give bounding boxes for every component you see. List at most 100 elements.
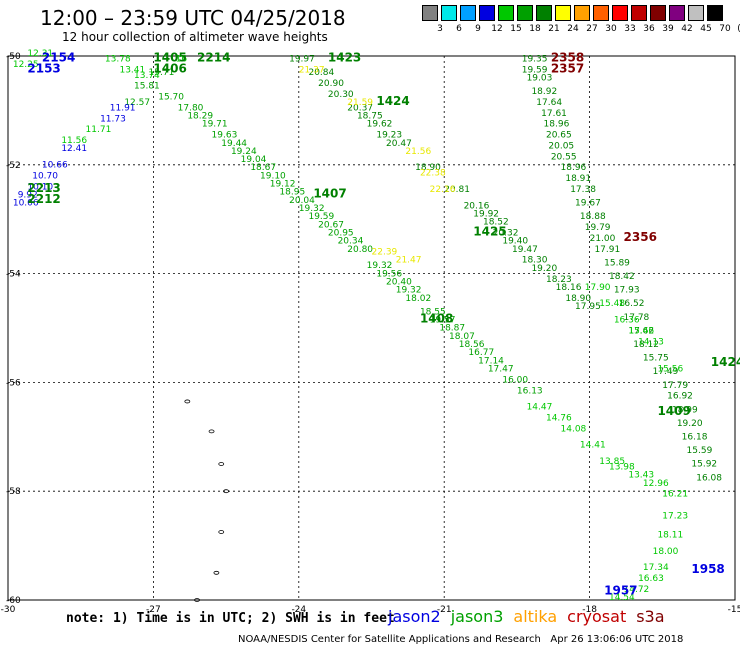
wave-height-value: 20.30 [328, 90, 354, 100]
wave-height-value: 21.37 [299, 65, 325, 75]
wave-height-value: 16.13 [517, 386, 543, 396]
wave-height-value: 15.81 [134, 82, 160, 92]
island-shape [194, 598, 200, 602]
wave-height-value: 16.63 [638, 574, 664, 584]
legend-label: 33 [624, 24, 636, 34]
wave-height-value: 19.56 [376, 269, 402, 279]
wave-height-value: 19.32 [367, 261, 393, 271]
wave-height-value: 17.78 [624, 313, 650, 323]
wave-height-value: 14.72 [624, 585, 650, 595]
legend-label: 3 [437, 24, 443, 34]
wave-height-value: 15.56 [657, 365, 683, 375]
satellite-label-cryosat: cryosat [567, 607, 627, 626]
legend-swatch [498, 5, 514, 21]
footnote: note: 1) Time is in UTC; 2) SWH is in fe… [66, 611, 395, 626]
legend-swatch [422, 5, 438, 21]
wave-height-value: 15.70 [158, 93, 184, 103]
legend-label: 70 [719, 24, 731, 34]
wave-height-value: 19.23 [376, 131, 402, 141]
track-label: 2153 [27, 61, 60, 75]
wave-height-value: 12.41 [61, 144, 87, 154]
wave-height-value: 21.59 [347, 98, 373, 108]
island-shape [223, 489, 230, 494]
wave-height-value: 19.40 [502, 237, 528, 247]
track-label: 1958 [691, 562, 724, 576]
legend-swatch [555, 5, 571, 21]
wave-height-value: 13.98 [609, 462, 635, 472]
satellite-label-s3a: s3a [636, 607, 665, 626]
legend-label: 27 [586, 24, 598, 34]
wave-height-value: 17.91 [594, 245, 620, 255]
track-label: 1409 [657, 404, 690, 418]
wave-height-value: 20.90 [318, 79, 344, 89]
wave-height-value: 20.34 [338, 237, 364, 247]
wave-height-value: 19.47 [512, 245, 538, 255]
wave-height-value: 18.99 [672, 405, 698, 415]
wave-height-value: 20.84 [308, 68, 334, 78]
wave-height-value: 13.85 [599, 457, 625, 467]
legend-label: 24 [567, 24, 579, 34]
lat-tick-label: -56 [6, 378, 21, 388]
track-label: 1957 [604, 584, 637, 598]
wave-height-value: 14.76 [546, 413, 572, 423]
wave-height-value: 16.00 [502, 375, 528, 385]
wave-height-value: 19.20 [677, 419, 703, 429]
island-shape [218, 530, 225, 534]
wave-height-value: 11.73 [100, 114, 126, 124]
wave-height-value: 19.62 [367, 120, 393, 130]
lat-tick-label: -50 [6, 52, 21, 62]
wave-height-value: 17.61 [541, 109, 567, 119]
track-label: 2213 [27, 181, 60, 195]
legend-swatch [593, 5, 609, 21]
track-label: 1424 [711, 355, 740, 369]
wave-height-value: 13.74 [134, 71, 160, 81]
wave-height-value: 19.20 [531, 264, 557, 274]
wave-height-value: 20.32 [493, 229, 519, 239]
legend-swatch [669, 5, 685, 21]
wave-height-value: 17.23 [662, 511, 688, 521]
legend-label: 12 [491, 24, 503, 34]
wave-height-value: 19.24 [231, 147, 257, 157]
wave-height-value: 14.13 [638, 337, 664, 347]
wave-height-value: 18.88 [580, 212, 606, 222]
wave-height-value: 20.47 [386, 139, 412, 149]
track-label: 2212 [27, 192, 60, 206]
wave-height-value: 9.92 [18, 190, 38, 200]
wave-height-value: 21.00 [590, 234, 616, 244]
wave-height-value: 11.56 [61, 136, 87, 146]
wave-height-value: 15.71 [149, 68, 175, 78]
track-label: 1407 [313, 186, 346, 200]
legend-label: 15 [510, 24, 522, 34]
wave-height-value: 16.52 [619, 299, 645, 309]
legend-label: 9 [475, 24, 481, 34]
wave-height-value: 21.47 [396, 256, 422, 266]
track-label: 1405 [153, 50, 186, 64]
wave-height-value: 19.59 [308, 212, 334, 222]
wave-height-value: 15.92 [691, 460, 717, 470]
lat-tick-label: -58 [6, 487, 21, 497]
wave-height-value: 12.25 [13, 60, 39, 70]
wave-height-value: 18.55 [420, 307, 446, 317]
wave-height-value: 22.39 [372, 248, 398, 258]
legend-label: 45 [700, 24, 712, 34]
wave-height-value: 10.66 [42, 161, 68, 171]
wave-height-value: 18.42 [609, 272, 635, 282]
wave-height-value: 12.57 [124, 98, 150, 108]
wave-height-value: 16.08 [696, 473, 722, 483]
wave-height-value: 10.70 [32, 171, 58, 181]
wave-height-value: 19.63 [212, 131, 238, 141]
wave-height-value: 17.14 [478, 356, 504, 366]
wave-height-value: 14.47 [527, 403, 553, 413]
wave-height-value: 18.90 [415, 163, 441, 173]
wave-height-value: 18.96 [561, 163, 587, 173]
wave-height-value: 18.12 [633, 340, 659, 350]
wave-height-value: 16.77 [468, 348, 494, 358]
legend-swatch [479, 5, 495, 21]
legend-swatch [650, 5, 666, 21]
wave-height-value: 19.71 [202, 120, 228, 130]
wave-height-value: 15.75 [643, 354, 669, 364]
wave-height-value: 10.10 [27, 182, 53, 192]
wave-height-value: 15.46 [628, 326, 654, 336]
wave-height-value: 13.78 [105, 54, 131, 64]
track-label: 2356 [624, 230, 657, 244]
